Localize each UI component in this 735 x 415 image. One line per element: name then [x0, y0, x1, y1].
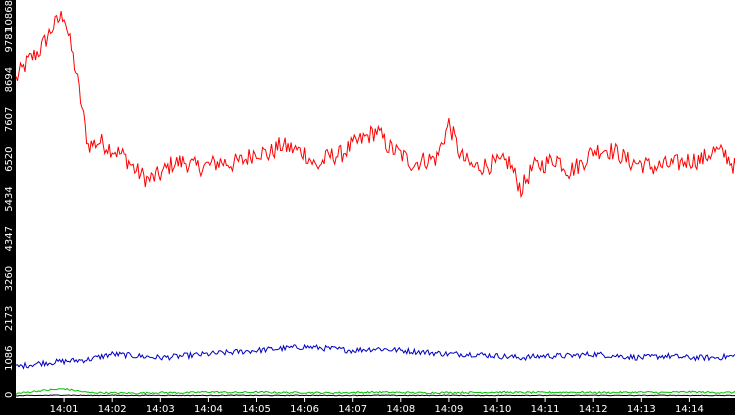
y-tick-label: 5434	[4, 186, 15, 211]
x-tick-label: 14:11	[531, 404, 560, 415]
y-tick-label: 10868	[4, 0, 15, 32]
y-tick-label: 1086	[4, 345, 15, 370]
y-axis: 0 1086 2173 3260 4347 5434 6520 7607 8694 9781108…	[4, 0, 15, 398]
y-tick-label: 8694	[4, 67, 15, 92]
y-tick-label: 7607	[4, 107, 15, 132]
x-tick-label: 14:13	[627, 404, 656, 415]
x-axis: 14:01 14:02 14:03 14:04 14:05 14:06 14:07 14:08…	[50, 398, 704, 415]
y-tick-label: 4347	[4, 226, 15, 251]
x-tick-label: 14:06	[290, 404, 319, 415]
x-tick-label: 14:05	[242, 404, 271, 415]
series-line-3	[15, 387, 735, 395]
x-tick-label: 14:10	[483, 404, 512, 415]
x-tick-label: 14:12	[579, 404, 608, 415]
x-tick-label: 14:08	[386, 404, 415, 415]
y-tick-label: 6520	[4, 146, 15, 171]
series-line-2	[15, 343, 735, 370]
x-tick-label: 14:02	[98, 404, 127, 415]
x-tick-label: 14:04	[194, 404, 223, 415]
x-tick-label: 14:03	[146, 404, 175, 415]
plot-area	[16, 0, 735, 398]
y-tick-label: 2173	[4, 306, 15, 331]
x-tick-label: 14:07	[338, 404, 367, 415]
x-tick-label: 14:09	[434, 404, 463, 415]
series-line-1	[15, 11, 735, 199]
y-tick-label: 9781	[4, 27, 15, 52]
series-line-4	[15, 394, 735, 397]
series-layer	[15, 11, 735, 397]
y-tick-label: 3260	[4, 266, 15, 291]
x-tick-label: 14:01	[50, 404, 79, 415]
y-tick-label: 0	[4, 392, 15, 398]
x-tick-label: 14:14	[675, 404, 704, 415]
